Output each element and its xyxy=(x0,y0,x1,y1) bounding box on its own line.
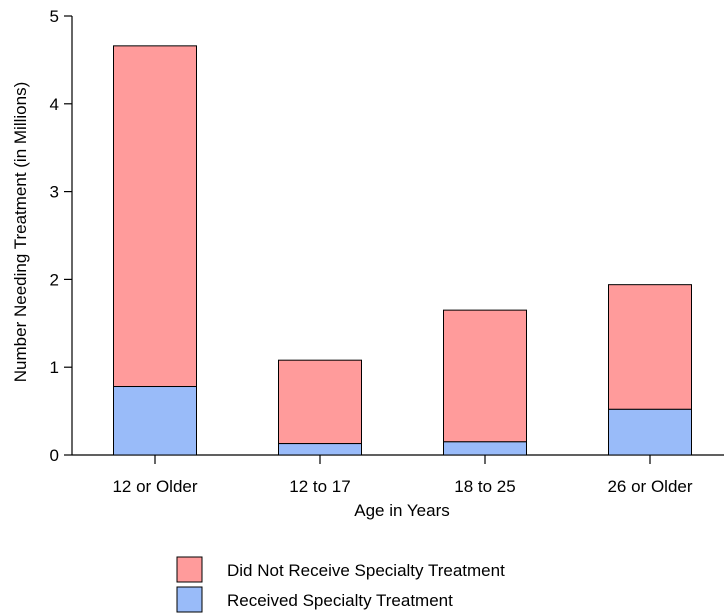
legend-swatch-did-not-receive xyxy=(176,556,203,583)
y-tick-label: 4 xyxy=(50,95,59,114)
legend-label-received: Received Specialty Treatment xyxy=(227,591,453,610)
x-axis-title: Age in Years xyxy=(354,501,449,520)
y-axis-title: Number Needing Treatment (in Millions) xyxy=(11,82,30,382)
legend-label-did-not-receive: Did Not Receive Specialty Treatment xyxy=(227,561,505,580)
bar-segment-received xyxy=(113,386,197,456)
y-axis: 0 1 2 3 4 5 xyxy=(50,7,73,465)
bar-segment-did-not-receive xyxy=(278,359,362,445)
y-tick-label: 0 xyxy=(50,446,59,465)
bar-segment-did-not-receive xyxy=(608,284,692,410)
bar-segment-did-not-receive xyxy=(443,309,527,443)
legend: Did Not Receive Specialty Treatment Rece… xyxy=(176,556,505,613)
legend-swatch-received xyxy=(176,586,203,613)
bar-segment-received xyxy=(443,441,527,456)
x-tick-label: 18 to 25 xyxy=(454,477,515,496)
x-tick-label: 12 or Older xyxy=(112,477,197,496)
bar-segment-did-not-receive xyxy=(113,45,197,388)
bar-segment-received xyxy=(608,408,692,456)
y-tick-label: 2 xyxy=(50,270,59,289)
y-tick-label: 1 xyxy=(50,358,59,377)
x-tick-label: 26 or Older xyxy=(607,477,692,496)
x-axis: 12 or Older 12 to 17 18 to 25 26 or Older xyxy=(72,454,724,496)
bar-segment-received xyxy=(278,443,362,456)
bars xyxy=(113,45,692,456)
y-tick-label: 5 xyxy=(50,7,59,26)
y-tick-label: 3 xyxy=(50,183,59,202)
x-tick-label: 12 to 17 xyxy=(289,477,350,496)
